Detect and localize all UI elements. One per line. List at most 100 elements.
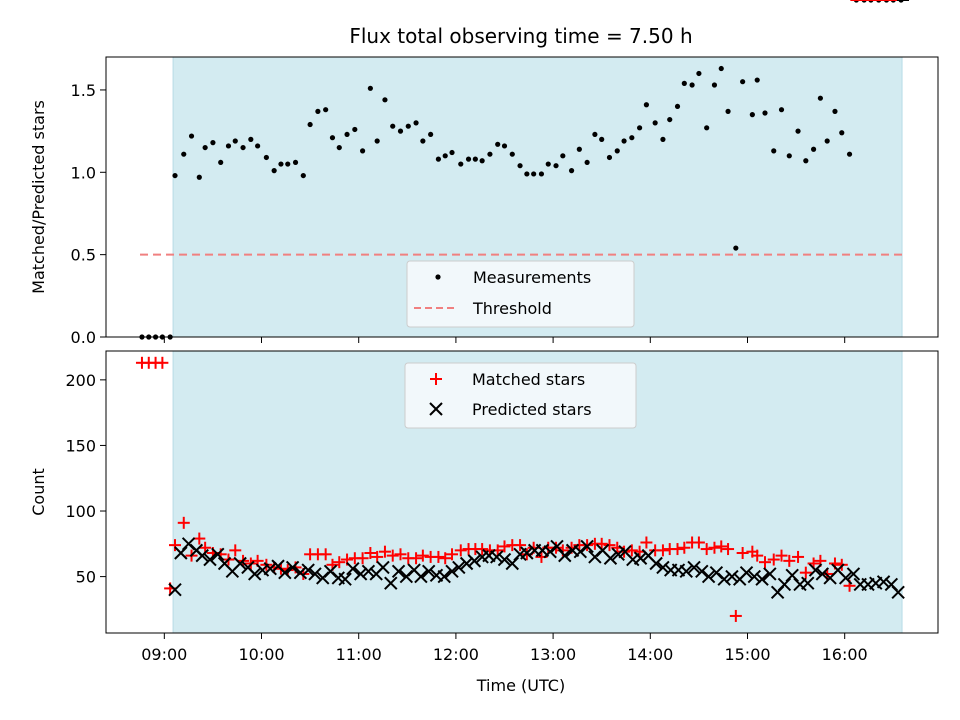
measurement-point xyxy=(397,128,404,134)
measurement-point xyxy=(810,146,817,152)
predicted-legend-marker xyxy=(429,402,443,416)
matched-point xyxy=(715,540,728,553)
measurement-point xyxy=(382,97,388,103)
threshold-legend-label: Threshold xyxy=(472,299,552,318)
measurement-point xyxy=(749,112,755,118)
measurement-point xyxy=(553,163,559,169)
predicted-stars-series xyxy=(168,0,910,600)
y-tick-label: 150 xyxy=(65,436,96,455)
measurement-point xyxy=(517,163,523,169)
predicted-point xyxy=(687,560,701,575)
bottom-x-axis: 09:00 10:00 11:00 12:00 13:00 14:00 15:00 16:00 xyxy=(141,633,868,664)
y-tick-label: 200 xyxy=(65,371,96,390)
measurement-point xyxy=(218,159,224,166)
x-tick-label: 11:00 xyxy=(336,645,382,664)
measurement-point xyxy=(413,120,419,126)
measurement-point xyxy=(652,120,658,126)
matched-point xyxy=(177,516,190,529)
predicted-point xyxy=(233,556,247,571)
measurement-point xyxy=(487,151,493,157)
matched-point xyxy=(700,543,713,556)
predicted-point xyxy=(558,548,572,563)
predicted-point xyxy=(285,560,300,575)
predicted-point xyxy=(278,565,292,580)
predicted-point xyxy=(755,572,769,586)
predicted-point xyxy=(168,583,182,597)
predicted-point xyxy=(679,564,693,579)
count-panel: 50 100 150 200 09:00 10:00 11:00 12:00 13:00 14:… xyxy=(29,0,939,695)
measurement-point xyxy=(771,148,777,154)
x-axis-label: Time (UTC) xyxy=(476,676,565,695)
matched-point xyxy=(356,552,369,565)
predicted-point xyxy=(725,569,739,584)
measurement-point xyxy=(263,154,269,161)
matched-point xyxy=(640,536,653,549)
predicted-point xyxy=(763,567,777,581)
matched-point xyxy=(799,566,812,579)
matched-point xyxy=(319,548,332,561)
top-legend: Measurements Threshold xyxy=(406,260,635,328)
matched-point xyxy=(729,609,742,622)
measurement-point xyxy=(803,158,809,164)
bottom-axes-frame xyxy=(105,350,939,634)
measurement-point xyxy=(188,133,195,139)
matched-point xyxy=(758,556,771,569)
matched-point xyxy=(603,539,616,552)
measurement-point xyxy=(271,168,277,174)
predicted-point xyxy=(308,567,322,581)
measurement-point xyxy=(202,144,208,151)
measurement-point xyxy=(538,171,545,177)
measurement-point xyxy=(545,161,551,167)
predicted-point xyxy=(815,567,830,581)
predicted-legend-label: Predicted stars xyxy=(472,400,592,419)
predicted-point xyxy=(459,556,474,571)
predicted-point xyxy=(248,567,262,581)
predicted-point xyxy=(846,567,861,581)
bottom-legend: Matched stars Predicted stars xyxy=(404,362,637,429)
measurement-point xyxy=(479,158,485,164)
y-tick-label: 1.5 xyxy=(71,81,96,100)
x-tick-label: 14:00 xyxy=(627,645,673,664)
measurement-point xyxy=(786,153,792,159)
matched-point xyxy=(410,552,423,565)
measurement-point xyxy=(501,143,508,149)
predicted-point xyxy=(497,552,512,567)
measurement-point xyxy=(778,107,785,113)
x-tick-label: 10:00 xyxy=(238,645,284,664)
measurement-point xyxy=(560,153,566,159)
measurement-point xyxy=(824,138,830,144)
measurement-point xyxy=(689,82,695,88)
chart-title: Flux total observing time = 7.50 h xyxy=(349,24,692,48)
measurement-point xyxy=(248,136,254,142)
predicted-point xyxy=(701,569,716,584)
measurement-point xyxy=(696,70,702,77)
matched-point xyxy=(775,549,788,562)
predicted-point xyxy=(376,560,390,575)
measurement-point xyxy=(681,80,687,86)
measurement-point xyxy=(172,172,178,179)
measurement-point xyxy=(832,108,838,114)
measurement-point xyxy=(795,128,801,134)
predicted-point xyxy=(573,544,588,559)
matched-point xyxy=(476,543,489,556)
predicted-point xyxy=(649,556,663,571)
measurement-point xyxy=(667,116,673,123)
measurement-point xyxy=(637,125,643,131)
matched-point xyxy=(439,552,452,565)
predicted-point xyxy=(876,575,891,589)
measurement-point xyxy=(718,65,724,72)
measurement-point xyxy=(733,245,739,251)
measurement-point xyxy=(449,149,455,156)
measurement-point xyxy=(465,156,472,162)
matched-point xyxy=(229,544,242,557)
predicted-point xyxy=(808,563,823,577)
predicted-point xyxy=(838,571,853,585)
matched-point xyxy=(416,549,429,562)
predicted-point xyxy=(452,560,466,575)
predicted-point xyxy=(747,569,762,584)
predicted-point xyxy=(293,565,308,580)
matched-point xyxy=(708,541,721,554)
matched-point xyxy=(736,546,749,559)
measurement-point xyxy=(390,123,396,129)
